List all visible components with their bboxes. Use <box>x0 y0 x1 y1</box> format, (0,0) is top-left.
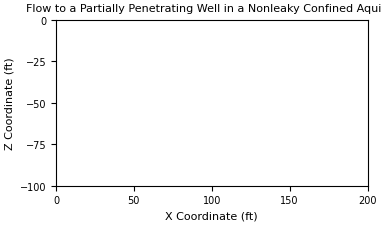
X-axis label: X Coordinate (ft): X Coordinate (ft) <box>165 211 258 221</box>
Title: Flow to a Partially Penetrating Well in a Nonleaky Confined Aquifer: Flow to a Partially Penetrating Well in … <box>26 4 381 14</box>
Y-axis label: Z Coordinate (ft): Z Coordinate (ft) <box>4 57 14 149</box>
